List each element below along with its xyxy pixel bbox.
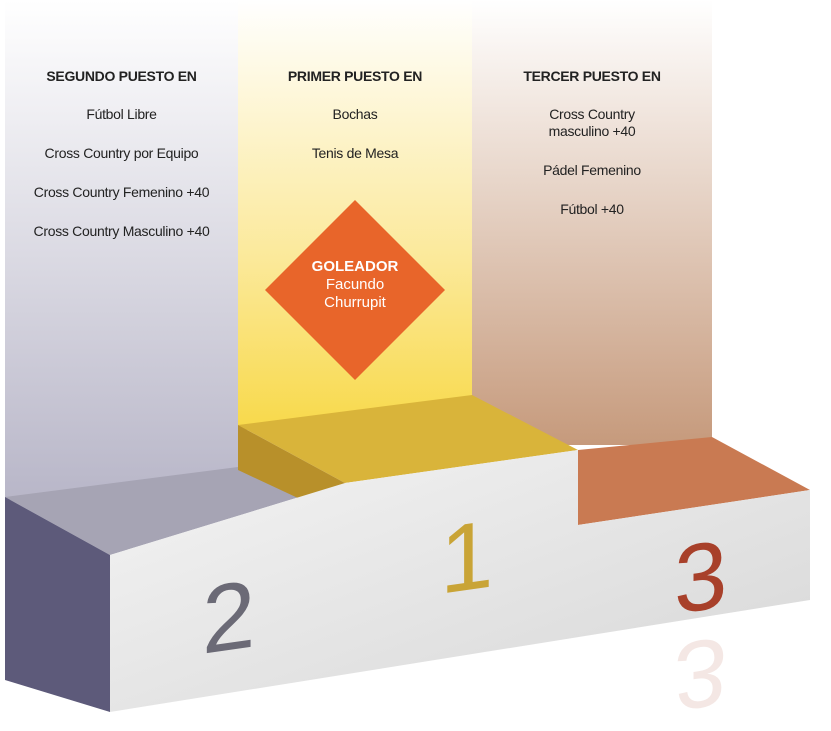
place-number-reflection: 3: [674, 621, 727, 725]
page: SEGUNDO PUESTO EN Fútbol Libre Cross Cou…: [0, 0, 831, 724]
item: Bochas: [238, 106, 472, 123]
item: Tenis de Mesa: [238, 145, 472, 162]
item: Fútbol +40: [472, 201, 712, 218]
third-column: TERCER PUESTO EN Cross Country masculino…: [472, 68, 712, 240]
column-heading: SEGUNDO PUESTO EN: [5, 68, 238, 84]
item: Pádel Femenino: [472, 162, 712, 179]
second-column: SEGUNDO PUESTO EN Fútbol Libre Cross Cou…: [5, 68, 238, 262]
item: Fútbol Libre: [5, 106, 238, 123]
item: Cross Country por Equipo: [5, 145, 238, 162]
item: Cross Country Femenino +40: [5, 184, 238, 201]
item: Cross Country masculino +40: [537, 106, 647, 140]
place-number: 2: [202, 566, 255, 670]
column-heading: TERCER PUESTO EN: [472, 68, 712, 84]
goleador-name: Facundo Churrupit: [315, 276, 395, 312]
place-number: 1: [440, 506, 493, 610]
goleador: GOLEADOR Facundo Churrupit: [305, 258, 405, 312]
place-number: 3: [674, 526, 727, 630]
column-heading: PRIMER PUESTO EN: [238, 68, 472, 84]
item: Cross Country Masculino +40: [5, 223, 238, 240]
goleador-label: GOLEADOR: [305, 258, 405, 276]
first-column: PRIMER PUESTO EN Bochas Tenis de Mesa: [238, 68, 472, 184]
